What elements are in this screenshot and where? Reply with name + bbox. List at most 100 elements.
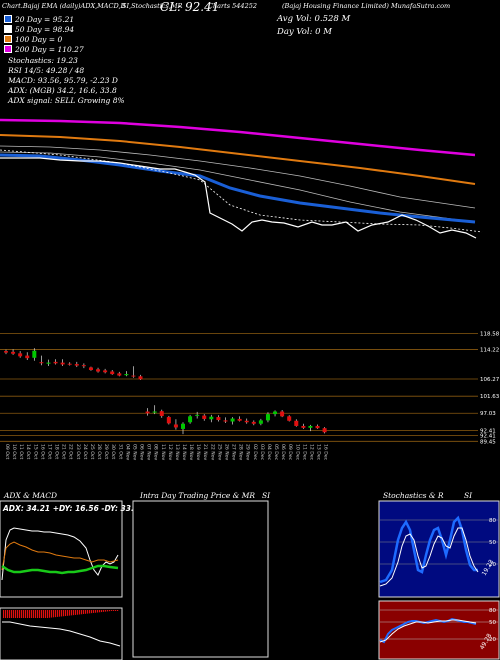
ma-200-line	[0, 118, 476, 157]
date-label: 18 Nov	[188, 444, 194, 461]
date-label: 13 Nov	[174, 444, 180, 461]
date-label: 23 Oct	[75, 444, 81, 459]
macd-histogram-bar	[65, 610, 67, 617]
date-label: 04 Dec	[266, 444, 272, 461]
legend-label: 20 Day = 95.21	[15, 14, 75, 24]
candle-body	[209, 416, 214, 420]
candle-body	[181, 423, 185, 429]
date-label: 03 Dec	[259, 444, 265, 461]
date-label: 19 Nov	[195, 444, 201, 461]
macd-histogram-bar	[15, 610, 17, 618]
macd-histogram-bar	[85, 610, 87, 614]
candle-body	[88, 367, 93, 371]
macd-histogram-bar	[87, 610, 89, 614]
macd-histogram-bar	[93, 610, 95, 613]
price-line	[0, 157, 477, 239]
macd-histogram-bar	[41, 610, 43, 618]
header-mid-title: SI,Stochastics,MR	[122, 2, 183, 10]
date-label: 27 Nov	[231, 444, 237, 461]
price-level-label: 118.58	[480, 331, 500, 337]
legend-swatch	[4, 15, 12, 23]
macd-histogram-bar	[75, 610, 77, 615]
macd-histogram-bar	[53, 610, 55, 618]
candle-body	[81, 365, 86, 367]
candle-body	[308, 425, 313, 428]
candle-body	[145, 411, 150, 414]
macd-histogram-bar	[83, 610, 85, 615]
date-label: 31 Oct	[117, 444, 123, 459]
legend-item: 100 Day = 0	[4, 34, 84, 44]
macd-histogram-bar	[3, 610, 5, 618]
macd-histogram-bar	[63, 610, 65, 617]
rsi-readout: RSI 14/5: 49.28 / 48	[8, 66, 85, 75]
macd-histogram-bar	[45, 610, 47, 618]
candle-body	[322, 428, 327, 433]
candle-body	[216, 417, 221, 421]
candle-body	[166, 417, 171, 424]
macd-histogram-bar	[105, 610, 107, 612]
macd-histogram-bar	[25, 610, 27, 618]
date-label: 08 Nov	[153, 444, 159, 461]
macd-histogram-bar	[97, 610, 99, 613]
candle-body	[67, 363, 72, 365]
date-label: 11 Oct	[18, 444, 24, 459]
date-label: 11 Dec	[301, 444, 307, 461]
date-label: 14 Oct	[25, 444, 31, 459]
date-axis: 09 Oct 10 Oct 11 Oct 14 Oct 15 Oct 16 Oct 17 O…	[4, 444, 329, 461]
legend-swatch	[4, 35, 12, 43]
candle-body	[18, 353, 23, 357]
date-label: 25 Nov	[216, 444, 222, 461]
macd-histogram-bar	[5, 610, 7, 618]
macd-histogram-bar	[29, 610, 31, 618]
candle-body	[244, 420, 249, 423]
price-level-label: 114.22	[480, 348, 499, 354]
legend-label: 100 Day = 0	[15, 34, 63, 44]
macd-histogram-bar	[31, 610, 33, 618]
candle-body	[60, 362, 65, 365]
intra-panel-title-2: SI	[262, 491, 271, 500]
macd-histogram-bar	[9, 610, 11, 618]
macd-histogram-bar	[117, 610, 119, 611]
macd-histogram-bar	[51, 610, 53, 618]
macd-readout: MACD: 93.56, 95.79, -2.23 D	[8, 76, 118, 85]
date-label: 28 Oct	[96, 444, 102, 459]
date-label: 11 Nov	[160, 444, 166, 461]
candle-body	[237, 418, 242, 421]
macd-histogram-bar	[59, 610, 61, 617]
macd-histogram-bar	[115, 610, 117, 611]
macd-histogram-bar	[19, 610, 21, 618]
ma-upper-line	[0, 145, 476, 209]
stochastics-readout: Stochastics: 19.23	[8, 56, 78, 65]
candle-body	[173, 424, 178, 428]
candle-body	[103, 370, 108, 373]
candle-body	[287, 416, 292, 421]
date-label: 16 Dec	[323, 444, 329, 461]
candle-body	[202, 415, 207, 419]
minus-di-line	[1, 564, 119, 575]
macd-histogram-bar	[27, 610, 29, 618]
macd-histogram-bar	[113, 610, 115, 611]
macd-histogram-bar	[89, 610, 91, 614]
macd-histogram-bar	[95, 610, 97, 613]
date-label: 13 Dec	[316, 444, 322, 461]
stoch-panel-title-2: SI	[464, 491, 473, 500]
ma-20-line	[0, 153, 476, 224]
intra-panel-title: Intra Day Trading Price & MR	[140, 491, 256, 500]
macd-histogram-bar	[91, 610, 93, 614]
date-label: 30 Oct	[110, 444, 116, 459]
header-code: Charts 544252	[208, 2, 257, 10]
macd-histogram-bar	[67, 610, 69, 616]
indicator-panels: ADX: 34.21 +DY: 16.56 -DY: 33.77 805020 …	[0, 500, 500, 660]
macd-histogram-bar	[55, 610, 57, 618]
macd-histogram-bar	[43, 610, 45, 618]
macd-histogram-bar	[35, 610, 37, 618]
macd-histogram-bar	[73, 610, 75, 616]
date-label: 28 Nov	[238, 444, 244, 461]
macd-histogram-bar	[81, 610, 83, 615]
macd-histogram-bar	[71, 610, 73, 616]
date-label: 06 Dec	[280, 444, 286, 461]
macd-panel	[0, 607, 123, 660]
date-label: 14 Nov	[181, 444, 187, 461]
macd-histogram-bar	[39, 610, 41, 618]
macd-histogram-bar	[57, 610, 59, 617]
